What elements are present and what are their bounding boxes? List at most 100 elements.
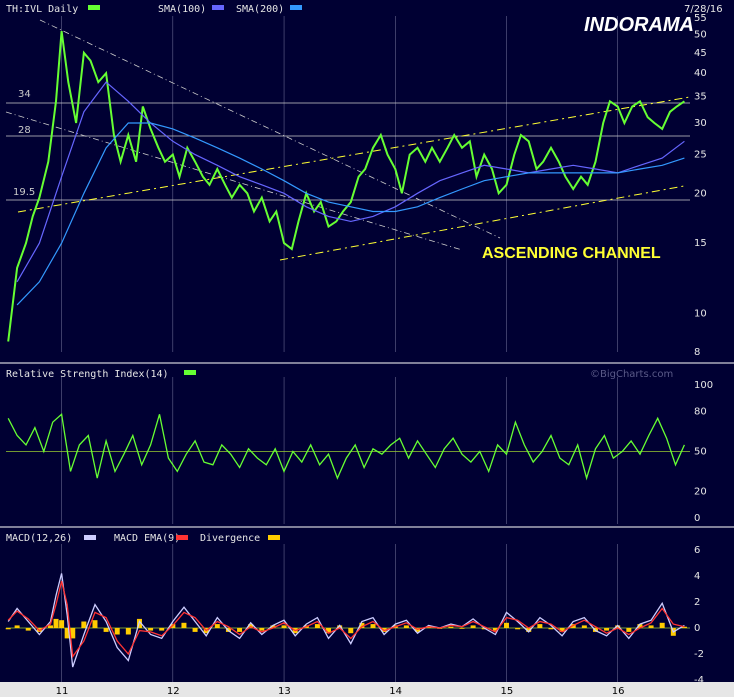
price-y-tick-label: 20 [694, 188, 707, 199]
bigcharts-watermark: ©BigCharts.com [590, 369, 673, 380]
price-gridlines [61, 16, 618, 352]
sma200-legend-label: SMA(200) [236, 4, 284, 15]
sma100-legend-label: SMA(100) [158, 4, 206, 15]
x-axis-band [0, 682, 734, 697]
divergence-bar [503, 622, 509, 628]
divergence-bar [470, 625, 476, 628]
rsi-y-tick-label: 100 [694, 380, 713, 391]
divergence-bar [403, 625, 409, 628]
x-tick-label: 12 [167, 686, 180, 697]
divergence-legend-swatch [268, 535, 280, 540]
divergence-bar [626, 628, 632, 632]
macd-title: MACD(12,26) [6, 533, 72, 544]
divergence-bar [14, 625, 20, 628]
price-y-tick-label: 50 [694, 30, 707, 41]
rsi-gridlines [6, 377, 690, 524]
price-line [7, 30, 685, 342]
divergence-bar [537, 624, 543, 628]
macd-series-group [5, 573, 687, 668]
price-y-axis: 8 10 15 20 25 30 35 40 45 50 55 [694, 13, 707, 358]
divergence-bar [581, 625, 587, 628]
divergence-bar [526, 628, 532, 632]
price-y-tick-label: 8 [694, 347, 700, 358]
divergence-bar [47, 625, 53, 628]
divergence-bar [681, 626, 687, 628]
divergence-bar [459, 628, 465, 629]
divergence-bar [637, 624, 643, 628]
divergence-bar [659, 622, 665, 628]
divergence-bar [314, 624, 320, 628]
macd-gridlines [6, 544, 690, 682]
rsi-series-group [7, 413, 685, 481]
divergence-bar [337, 625, 343, 628]
indorama-logo: INDORAMA [584, 14, 694, 36]
macd-y-tick-label: 0 [694, 623, 700, 634]
macd-y-tick-label: 4 [694, 571, 700, 582]
level-label-34: 34 [18, 89, 31, 100]
divergence-bar [370, 624, 376, 628]
price-y-tick-label: 55 [694, 13, 707, 24]
rsi-panel: Relative Strength Index(14) ©BigCharts.c… [0, 362, 734, 524]
divergence-bar [348, 628, 354, 634]
divergence-bar [214, 624, 220, 628]
divergence-bar [615, 625, 621, 628]
macd-ema-line [7, 581, 685, 659]
sma200-legend-swatch [290, 5, 302, 10]
macd-legend-swatch [84, 535, 96, 540]
ascending-channel-lower [279, 185, 685, 261]
macd-y-tick-label: -2 [694, 649, 704, 660]
price-y-tick-label: 40 [694, 68, 707, 79]
sma100-line [16, 81, 685, 283]
divergence-bar [114, 628, 120, 635]
x-axis: 11 12 13 14 15 16 [56, 686, 625, 697]
divergence-bar [259, 628, 265, 631]
descending-trendline-lower [5, 111, 463, 251]
sma200-line [16, 122, 685, 306]
rsi-line [7, 413, 685, 481]
rsi-legend-swatch [184, 370, 196, 375]
divergence-bar [648, 625, 654, 628]
price-legend-swatch [88, 5, 100, 10]
divergence-bar [59, 620, 65, 628]
rsi-y-tick-label: 80 [694, 407, 707, 418]
x-tick-label: 15 [500, 686, 513, 697]
divergence-bar [559, 628, 565, 632]
divergence-bar [103, 628, 109, 632]
price-y-tick-label: 10 [694, 308, 707, 319]
divergence-bar [125, 628, 131, 635]
divergence-bar [448, 626, 454, 628]
macd-ema-legend-swatch [176, 535, 188, 540]
divergence-bar [181, 622, 187, 628]
divergence-bar [53, 618, 59, 628]
macd-y-tick-label: 2 [694, 597, 700, 608]
level-label-19-5: 19.5 [13, 187, 35, 198]
divergence-bar [281, 625, 287, 628]
rsi-y-tick-label: 20 [694, 486, 707, 497]
divergence-bar [515, 628, 521, 630]
rsi-y-tick-label: 50 [694, 447, 707, 458]
divergence-legend-label: Divergence [200, 533, 260, 544]
price-y-tick-label: 35 [694, 91, 707, 102]
x-tick-label: 11 [56, 686, 69, 697]
macd-ema-legend-label: MACD EMA(9) [114, 533, 180, 544]
level-label-28: 28 [18, 125, 31, 136]
rsi-y-tick-label: 0 [694, 513, 700, 524]
divergence-bar [270, 625, 276, 628]
price-series-group [7, 30, 685, 342]
divergence-bar [548, 628, 554, 630]
divergence-bar [70, 628, 76, 639]
divergence-bar [326, 628, 332, 634]
divergence-bar [64, 628, 70, 639]
divergence-bar [237, 628, 243, 632]
chart-date: 7/28/16 [684, 4, 723, 15]
macd-y-tick-label: 6 [694, 545, 700, 556]
divergence-bar [359, 622, 365, 628]
rsi-title: Relative Strength Index(14) [6, 369, 169, 380]
macd-y-axis: -4 -2 0 2 4 6 [694, 545, 704, 686]
ascending-channel-upper [17, 96, 691, 213]
divergence-bar [192, 628, 198, 632]
macd-panel: MACD(12,26) MACD EMA(9) Divergence -4 -2 0… [0, 526, 734, 686]
divergence-bar [604, 628, 610, 631]
